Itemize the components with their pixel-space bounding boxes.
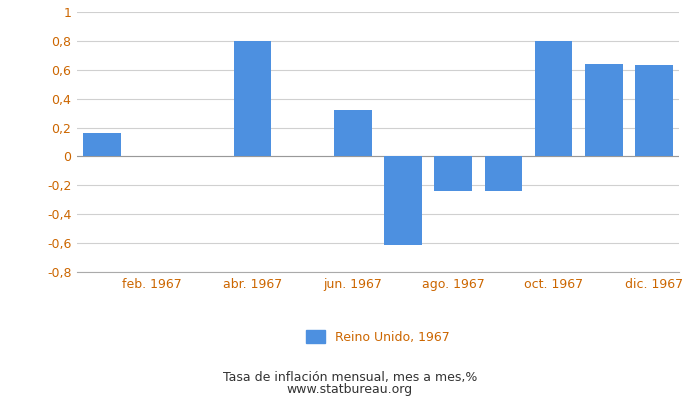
Bar — [234, 41, 272, 156]
Bar — [585, 64, 622, 156]
Bar — [83, 133, 121, 156]
Text: Tasa de inflación mensual, mes a mes,%: Tasa de inflación mensual, mes a mes,% — [223, 372, 477, 384]
Text: www.statbureau.org: www.statbureau.org — [287, 384, 413, 396]
Bar — [435, 156, 472, 191]
Bar — [484, 156, 522, 191]
Bar — [384, 156, 422, 244]
Bar — [334, 110, 372, 156]
Legend: Reino Unido, 1967: Reino Unido, 1967 — [301, 325, 455, 349]
Bar — [535, 41, 573, 156]
Bar — [635, 66, 673, 156]
